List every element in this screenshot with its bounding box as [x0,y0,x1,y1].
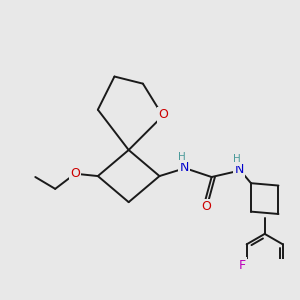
Text: F: F [238,259,245,272]
Text: N: N [179,161,189,174]
Text: O: O [70,167,80,180]
Text: H: H [233,154,241,164]
Text: H: H [178,152,186,162]
Text: N: N [234,164,244,176]
Text: O: O [158,108,168,122]
Text: O: O [202,200,211,213]
